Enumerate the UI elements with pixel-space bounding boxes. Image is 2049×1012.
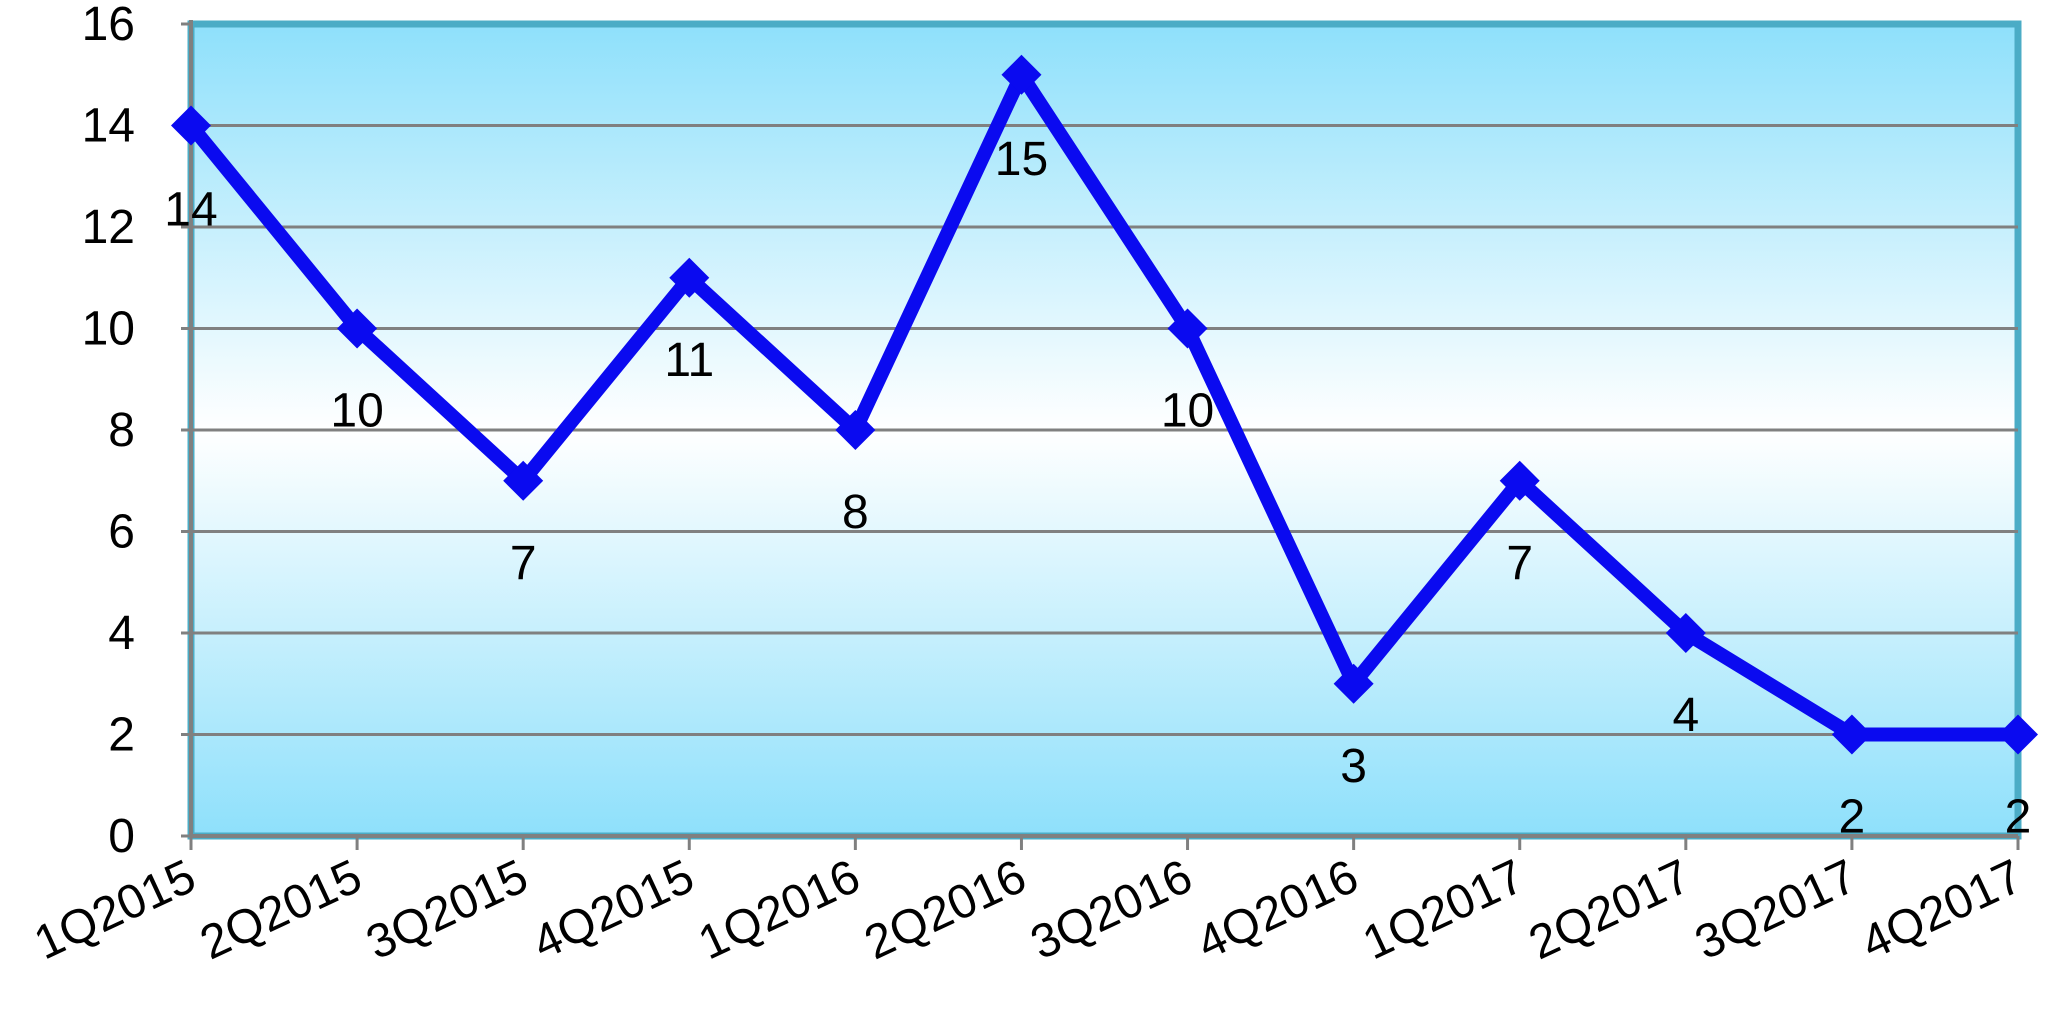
data-point-marker: [835, 410, 876, 450]
data-point-marker: [171, 105, 211, 146]
x-tick-label: 1Q2015: [26, 850, 203, 970]
data-label: 2: [2005, 791, 2032, 844]
data-point-marker: [1831, 714, 1872, 755]
data-label: 2: [1839, 791, 1866, 844]
data-label: 7: [510, 537, 537, 590]
data-label: 15: [995, 133, 1048, 186]
data-label: 3: [1340, 740, 1367, 793]
data-label: 8: [842, 486, 869, 539]
y-tick-label: 12: [82, 201, 135, 254]
y-tick-label: 8: [108, 404, 135, 457]
y-tick-label: 4: [108, 607, 135, 660]
y-tick-label: 10: [82, 303, 135, 356]
data-point-marker: [669, 257, 710, 298]
x-tick-label: 4Q2016: [1189, 850, 1366, 970]
data-point-marker: [1499, 460, 1540, 501]
data-label: 7: [1506, 537, 1533, 590]
data-point-marker: [1665, 613, 1706, 653]
data-label: 10: [330, 385, 383, 438]
y-tick-label: 6: [108, 506, 135, 559]
x-tick-label: 4Q2017: [1853, 850, 2030, 970]
x-tick-label: 1Q2017: [1355, 850, 1532, 970]
data-point-marker: [337, 308, 378, 349]
data-point-marker: [503, 460, 544, 501]
data-label: 11: [664, 334, 714, 387]
data-point-marker: [1998, 714, 2038, 755]
data-label: 14: [164, 184, 217, 237]
x-tick-label: 2Q2015: [193, 850, 370, 970]
data-point-marker: [1167, 308, 1208, 349]
series-line: [185, 60, 2018, 742]
x-tick-label: 3Q2015: [359, 850, 536, 970]
x-tick-label: 2Q2016: [857, 850, 1034, 970]
x-tick-label: 4Q2015: [525, 850, 702, 970]
y-tick-label: 0: [108, 810, 135, 863]
x-tick-label: 2Q2017: [1521, 850, 1698, 970]
data-point-marker: [1001, 54, 1042, 95]
x-tick-label: 3Q2017: [1687, 850, 1864, 970]
data-label: 10: [1161, 385, 1214, 438]
y-tick-label: 14: [82, 100, 135, 153]
data-point-marker: [1333, 663, 1374, 704]
y-tick-label: 16: [82, 0, 135, 51]
data-label: 4: [1672, 689, 1699, 742]
x-tick-label: 3Q2016: [1023, 850, 1200, 970]
x-tick-label: 1Q2016: [691, 850, 868, 970]
y-tick-label: 2: [108, 709, 135, 762]
